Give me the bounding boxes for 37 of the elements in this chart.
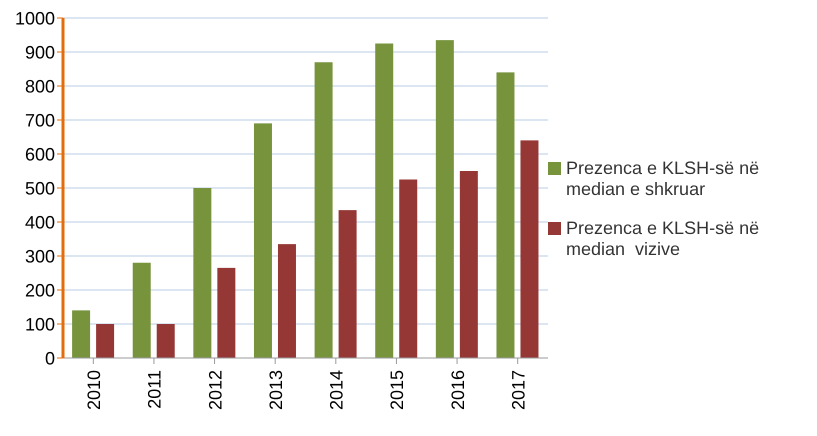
y-tick-label: 500 [24, 178, 55, 198]
bar [399, 180, 418, 358]
bar [278, 244, 296, 358]
bar [156, 324, 175, 358]
bar [436, 40, 454, 358]
y-tick-label: 200 [24, 280, 55, 300]
bar [460, 171, 478, 358]
bar [375, 44, 394, 358]
x-tick-label: 2010 [84, 370, 104, 410]
y-tick-label: 900 [24, 42, 55, 62]
bar [193, 188, 212, 358]
x-tick-label: 2012 [205, 370, 226, 410]
bar [338, 210, 357, 358]
legend-label: Prezenca e KLSH-së në median vizive [566, 218, 760, 260]
y-tick-label: 600 [24, 144, 55, 164]
x-tick-label: 2015 [387, 370, 408, 410]
y-tick-label: 0 [44, 348, 55, 368]
bar [132, 262, 151, 358]
bar [254, 123, 272, 358]
y-tick-label: 700 [24, 110, 55, 130]
x-tick-label: 2013 [266, 370, 286, 410]
bar [314, 62, 333, 358]
bar [96, 324, 114, 358]
y-tick-label: 300 [24, 246, 55, 266]
y-tick-label: 800 [24, 76, 55, 96]
y-tick-label: 100 [24, 314, 55, 334]
bar [520, 140, 538, 358]
x-tick-label: 2011 [144, 370, 165, 409]
x-tick-label: 2014 [326, 370, 347, 410]
legend-label: Prezenca e KLSH-së në median e shkruar [566, 158, 760, 200]
y-tick-label: 400 [24, 212, 55, 232]
x-tick-label: 2017 [508, 370, 528, 410]
bar [217, 268, 236, 358]
y-tick-label: 1000 [14, 8, 55, 28]
x-tick-label: 2016 [448, 370, 468, 410]
bar [496, 72, 514, 358]
bar [72, 310, 90, 358]
